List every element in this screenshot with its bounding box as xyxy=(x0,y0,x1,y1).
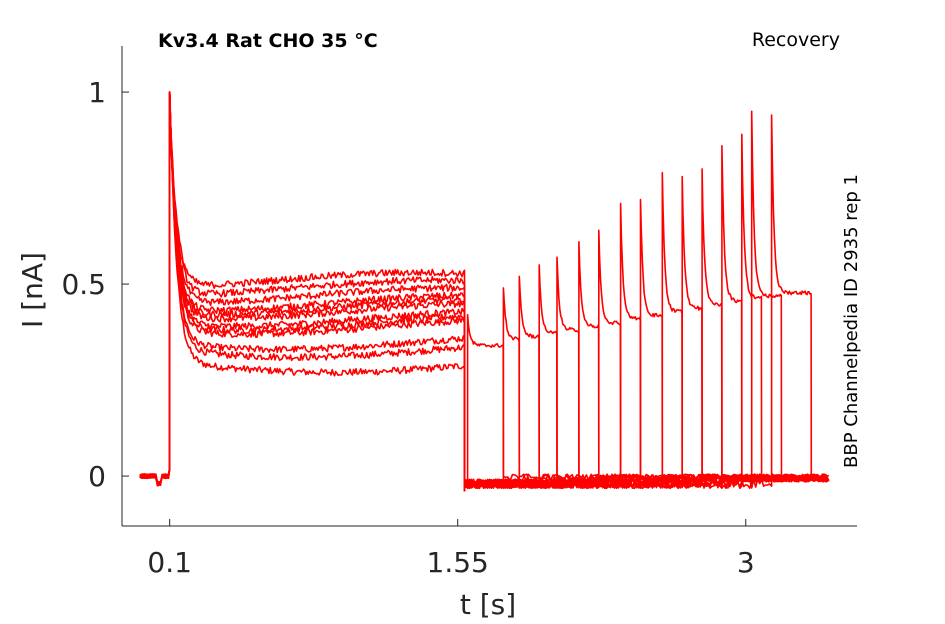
y-tick-label: 0 xyxy=(88,460,106,493)
x-tick-label: 3 xyxy=(737,546,755,579)
conditioning-trace xyxy=(139,91,466,492)
conditioning-trace xyxy=(139,91,466,492)
conditioning-trace xyxy=(139,91,466,492)
chart-title: Kv3.4 Rat CHO 35 °C xyxy=(158,30,378,52)
axes xyxy=(121,46,857,527)
y-tick-label: 1 xyxy=(88,76,106,109)
conditioning-trace xyxy=(139,91,466,492)
conditioning-trace xyxy=(139,91,466,492)
current-traces xyxy=(139,91,830,492)
conditioning-trace xyxy=(139,91,466,492)
chart-subtitle: Recovery xyxy=(752,29,840,51)
conditioning-trace xyxy=(139,91,466,492)
x-tick-label: 0.1 xyxy=(147,546,192,579)
recovery-trace xyxy=(464,287,830,488)
conditioning-trace xyxy=(139,91,466,492)
x-axis-label: t [s] xyxy=(460,588,516,621)
side-label: BBP Channelpedia ID 2935 rep 1 xyxy=(841,174,862,468)
conditioning-trace xyxy=(139,91,466,492)
recovery-trace xyxy=(465,202,829,489)
recovery-trace xyxy=(464,114,829,490)
x-ticks: 0.1 1.55 3 xyxy=(147,519,755,579)
conditioning-trace xyxy=(139,91,466,492)
y-ticks: 00.51 xyxy=(61,76,129,493)
x-tick-label: 1.55 xyxy=(427,546,489,579)
y-axis-label: I [nA] xyxy=(16,252,49,328)
y-tick-label: 0.5 xyxy=(61,268,106,301)
